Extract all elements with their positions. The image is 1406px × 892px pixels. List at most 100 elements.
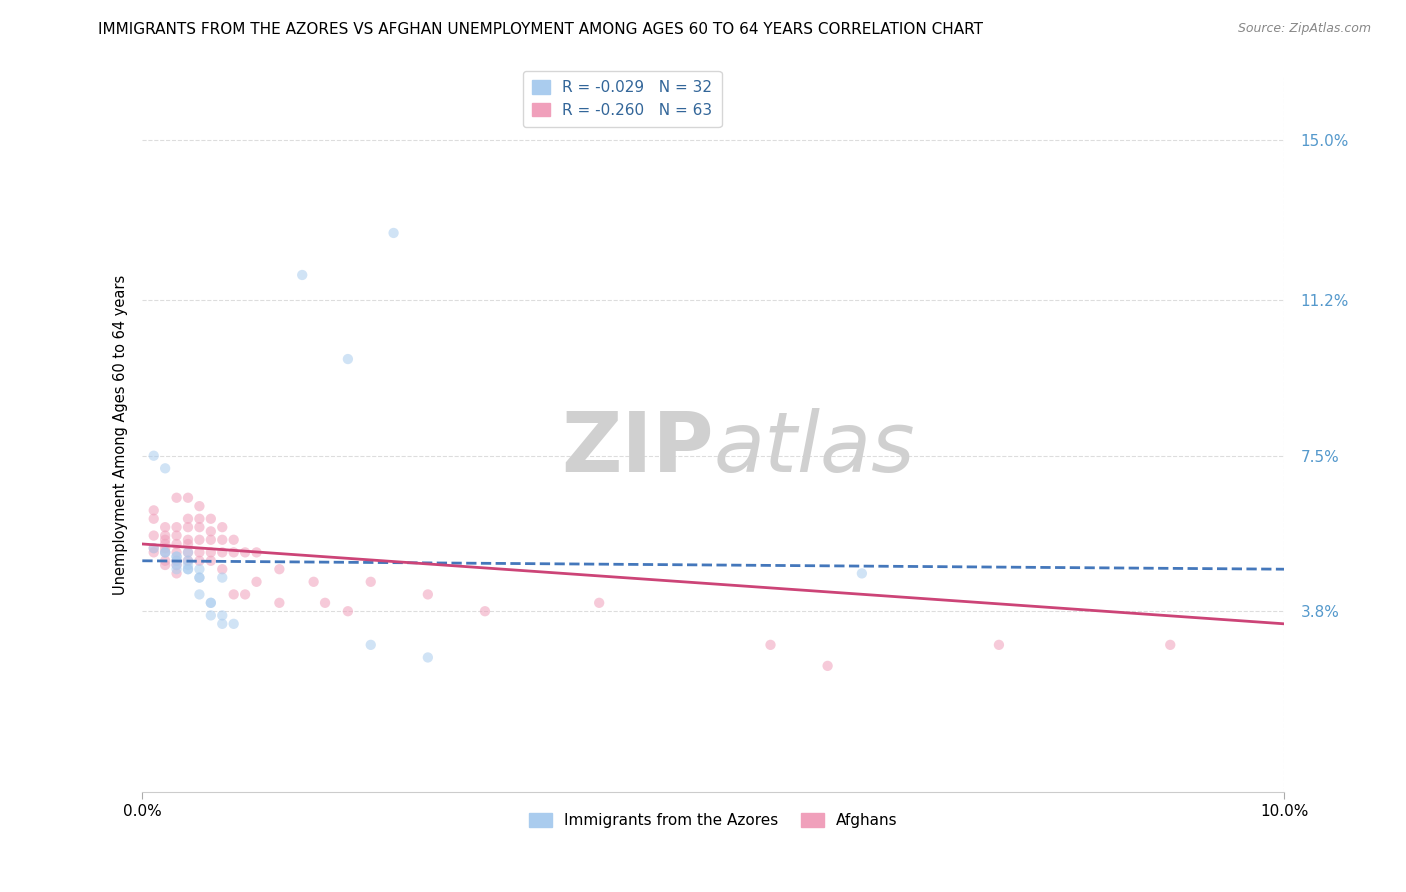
Point (153, 541, 176, 556)
Text: atlas: atlas (713, 409, 915, 490)
Point (153, 533, 176, 547)
Legend: Immigrants from the Azores, Afghans: Immigrants from the Azores, Afghans (523, 807, 904, 834)
Point (153, 528, 176, 542)
Y-axis label: Unemployment Among Ages 60 to 64 years: Unemployment Among Ages 60 to 64 years (114, 275, 128, 595)
Text: IMMIGRANTS FROM THE AZORES VS AFGHAN UNEMPLOYMENT AMONG AGES 60 TO 64 YEARS CORR: IMMIGRANTS FROM THE AZORES VS AFGHAN UNE… (98, 22, 983, 37)
Point (153, 545, 176, 559)
Point (188, 520, 211, 534)
Point (233, 587, 256, 601)
Point (177, 545, 200, 559)
Point (166, 549, 188, 564)
Point (588, 596, 610, 610)
Point (166, 549, 188, 564)
Point (177, 545, 200, 559)
Point (211, 520, 233, 534)
Point (851, 566, 873, 581)
Point (382, 226, 405, 240)
Point (188, 571, 211, 585)
Point (142, 528, 165, 542)
Point (188, 587, 211, 601)
Point (188, 554, 211, 568)
Point (188, 533, 211, 547)
Point (142, 541, 165, 556)
Point (336, 604, 359, 618)
Point (200, 554, 222, 568)
Point (360, 574, 382, 589)
Point (1159, 638, 1181, 652)
Point (166, 562, 188, 576)
Point (142, 449, 165, 463)
Point (166, 558, 188, 572)
Point (211, 545, 233, 559)
Point (188, 571, 211, 585)
Point (177, 537, 200, 551)
Point (200, 596, 222, 610)
Point (166, 554, 188, 568)
Point (200, 524, 222, 539)
Point (759, 638, 782, 652)
Point (177, 562, 200, 576)
Point (360, 638, 382, 652)
Point (336, 352, 359, 367)
Point (166, 566, 188, 581)
Point (302, 574, 325, 589)
Point (269, 562, 291, 576)
Point (474, 604, 496, 618)
Point (166, 528, 188, 542)
Point (153, 554, 176, 568)
Point (166, 520, 188, 534)
Point (211, 616, 233, 631)
Point (166, 554, 188, 568)
Point (200, 512, 222, 526)
Point (416, 650, 439, 665)
Point (177, 554, 200, 568)
Point (987, 638, 1010, 652)
Point (200, 533, 222, 547)
Point (188, 512, 211, 526)
Point (166, 491, 188, 505)
Point (188, 499, 211, 513)
Point (177, 558, 200, 572)
Point (269, 596, 291, 610)
Point (153, 461, 176, 475)
Point (177, 554, 200, 568)
Point (416, 587, 439, 601)
Point (153, 545, 176, 559)
Point (200, 608, 222, 623)
Point (222, 587, 245, 601)
Point (211, 608, 233, 623)
Point (177, 533, 200, 547)
Point (153, 537, 176, 551)
Point (245, 545, 267, 559)
Point (177, 491, 200, 505)
Text: ZIP: ZIP (561, 409, 713, 490)
Point (166, 558, 188, 572)
Point (142, 512, 165, 526)
Point (188, 562, 211, 576)
Point (222, 533, 245, 547)
Point (291, 268, 314, 282)
Point (222, 545, 245, 559)
Point (142, 541, 165, 556)
Point (211, 571, 233, 585)
Point (222, 616, 245, 631)
Point (817, 658, 839, 673)
Point (200, 545, 222, 559)
Point (177, 512, 200, 526)
Point (166, 545, 188, 559)
Point (166, 537, 188, 551)
Point (142, 503, 165, 517)
Point (142, 545, 165, 559)
Point (177, 562, 200, 576)
Point (211, 562, 233, 576)
Point (233, 545, 256, 559)
Point (211, 533, 233, 547)
Point (153, 520, 176, 534)
Point (177, 520, 200, 534)
Point (314, 596, 336, 610)
Point (245, 574, 267, 589)
Text: Source: ZipAtlas.com: Source: ZipAtlas.com (1237, 22, 1371, 36)
Point (153, 545, 176, 559)
Point (153, 558, 176, 572)
Point (200, 596, 222, 610)
